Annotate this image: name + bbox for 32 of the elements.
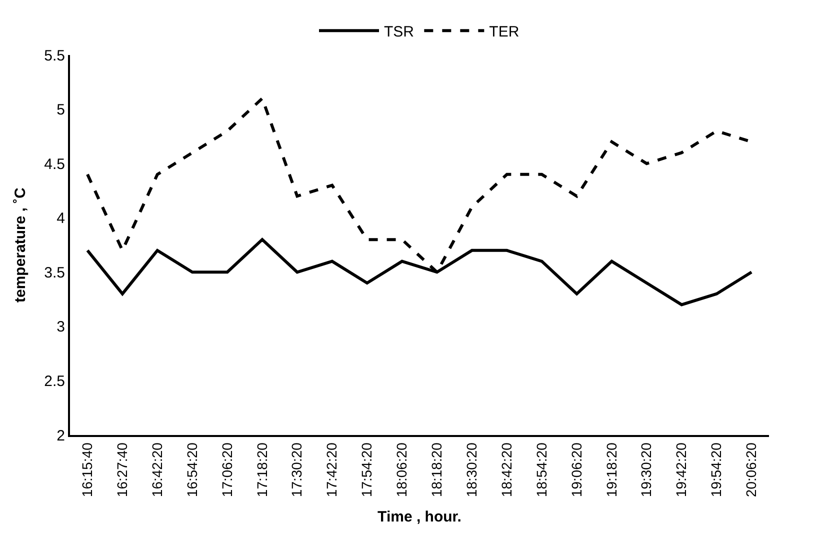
x-tick-label: 19:06:20 — [568, 442, 584, 498]
x-tick-label: 19:18:20 — [603, 442, 620, 498]
x-tick-label: 16:15:40 — [79, 442, 96, 498]
x-tick-label: 19:54:20 — [708, 442, 724, 498]
x-tick-label: 16:54:20 — [184, 442, 200, 498]
y-tick-label: 2 — [56, 427, 65, 444]
x-tick-label: 18:06:20 — [394, 442, 410, 498]
y-tick-label: 3.5 — [44, 264, 65, 282]
x-tick-label: 18:30:20 — [463, 442, 480, 498]
y-tick-label: 5.5 — [44, 47, 65, 64]
x-tick-label: 17:54:20 — [358, 442, 375, 498]
x-axis-title: Time , hour. — [378, 508, 462, 526]
x-tick-label: 20:06:20 — [743, 442, 760, 498]
x-tick-label: 17:30:20 — [288, 442, 305, 498]
y-tick-label: 4 — [56, 210, 65, 228]
x-tick-label: 18:18:20 — [428, 442, 445, 498]
y-tick-label: 3 — [56, 318, 65, 336]
y-axis-title: temperature , ˚C — [12, 187, 29, 303]
x-tick-label: 19:30:20 — [638, 442, 654, 498]
legend-label: TSR — [384, 24, 414, 40]
x-tick-label: 16:27:40 — [114, 442, 130, 498]
legend-label: TER — [489, 24, 520, 40]
y-tick-label: 4.5 — [44, 156, 65, 173]
y-tick-label: 5 — [56, 102, 65, 119]
x-tick-label: 19:42:20 — [673, 442, 690, 498]
x-tick-label: 18:42:20 — [498, 442, 514, 498]
x-tick-label: 18:54:20 — [533, 442, 550, 498]
x-tick-label: 17:06:20 — [218, 442, 235, 498]
y-tick-label: 2.5 — [44, 372, 65, 390]
x-tick-label: 17:18:20 — [254, 442, 270, 498]
x-tick-label: 17:42:20 — [324, 442, 340, 498]
x-tick-label: 16:42:20 — [148, 442, 165, 498]
